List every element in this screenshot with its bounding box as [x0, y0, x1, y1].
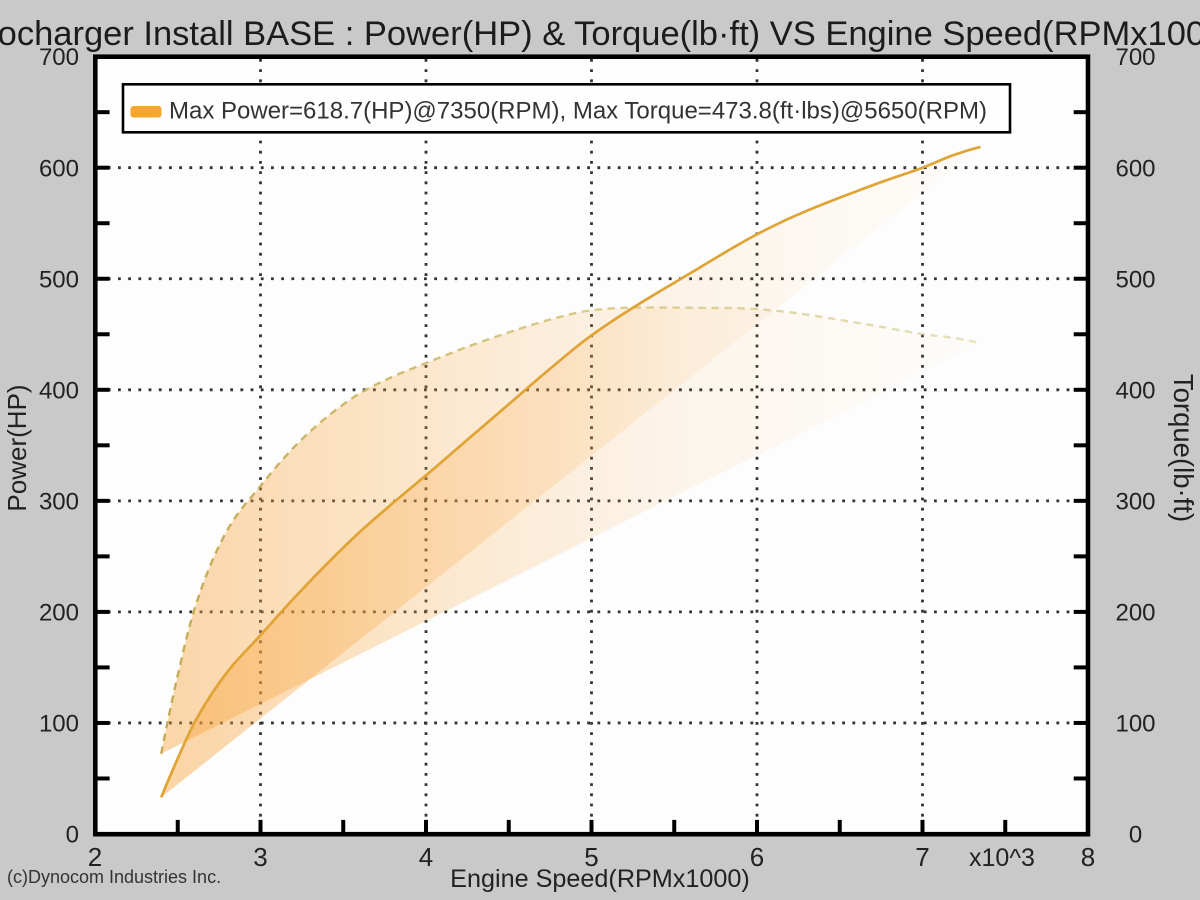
svg-text:3: 3: [253, 842, 267, 872]
svg-text:0: 0: [1129, 822, 1142, 849]
svg-text:6: 6: [750, 842, 764, 872]
svg-text:0: 0: [66, 822, 79, 849]
svg-text:Power(HP): Power(HP): [2, 384, 32, 511]
svg-text:600: 600: [39, 155, 79, 182]
svg-text:7: 7: [915, 842, 929, 872]
svg-text:700: 700: [39, 44, 79, 71]
svg-text:x10^3: x10^3: [969, 844, 1035, 872]
svg-text:(c)Dynocom Industries Inc.: (c)Dynocom Industries Inc.: [7, 867, 221, 887]
svg-text:700: 700: [1115, 44, 1155, 71]
svg-text:100: 100: [39, 711, 79, 738]
svg-text:Max Power=618.7(HP)@7350(RPM),: Max Power=618.7(HP)@7350(RPM), Max Torqu…: [169, 98, 987, 125]
svg-text:Torque(lb·ft): Torque(lb·ft): [1168, 374, 1199, 522]
svg-text:8: 8: [1081, 842, 1095, 872]
svg-text:Engine Speed(RPMx1000): Engine Speed(RPMx1000): [450, 865, 750, 893]
svg-text:600: 600: [1115, 155, 1155, 182]
svg-text:400: 400: [39, 377, 79, 404]
svg-text:4: 4: [419, 842, 433, 872]
svg-text:Turbocharger Install BASE : Po: Turbocharger Install BASE : Power(HP) & …: [0, 15, 1200, 53]
svg-text:300: 300: [1115, 488, 1155, 515]
svg-text:500: 500: [1115, 266, 1155, 293]
svg-text:500: 500: [39, 266, 79, 293]
svg-text:200: 200: [39, 600, 79, 627]
svg-text:100: 100: [1115, 711, 1155, 738]
svg-text:200: 200: [1115, 600, 1155, 627]
svg-text:2: 2: [88, 842, 102, 872]
svg-text:5: 5: [584, 842, 598, 872]
svg-text:300: 300: [39, 488, 79, 515]
svg-text:400: 400: [1115, 377, 1155, 404]
